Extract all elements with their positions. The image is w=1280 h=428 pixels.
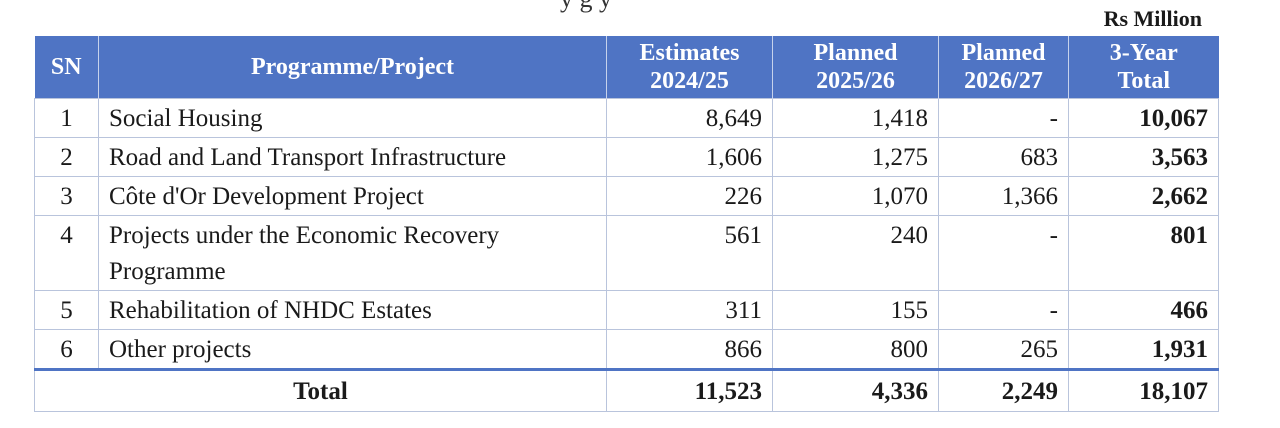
row-planned-2025-26: 1,418 bbox=[772, 98, 939, 138]
row-sn: 4 bbox=[34, 215, 99, 291]
units-label: Rs Million bbox=[1103, 6, 1202, 31]
row-planned-2025-26: 1,070 bbox=[772, 176, 939, 216]
row-sn: 6 bbox=[34, 329, 99, 370]
header-estimates-2024-25: Estimates 2024/25 bbox=[606, 36, 773, 99]
table-row: 2 Road and Land Transport Infrastructure… bbox=[34, 137, 1219, 177]
row-3-year-total: 2,662 bbox=[1068, 176, 1219, 216]
header-3-year-total: 3-Year Total bbox=[1068, 36, 1219, 99]
row-planned-2026-27: 683 bbox=[938, 137, 1069, 177]
total-planned-2026-27: 2,249 bbox=[938, 368, 1069, 412]
table-row: 6 Other projects 866 800 265 1,931 bbox=[34, 329, 1219, 370]
row-planned-2026-27: 1,366 bbox=[938, 176, 1069, 216]
total-planned-2025-26: 4,336 bbox=[772, 368, 939, 412]
row-programme: Projects under the Economic Recovery Pro… bbox=[98, 215, 607, 291]
row-3-year-total: 3,563 bbox=[1068, 137, 1219, 177]
row-planned-2025-26: 1,275 bbox=[772, 137, 939, 177]
row-planned-2026-27: - bbox=[938, 98, 1069, 138]
header-planned2-line1: Planned bbox=[961, 40, 1046, 66]
row-planned-2025-26: 800 bbox=[772, 329, 939, 370]
row-programme: Road and Land Transport Infrastructure bbox=[98, 137, 607, 177]
header-total-line1: 3-Year bbox=[1109, 40, 1178, 66]
row-estimates-2024-25: 8,649 bbox=[606, 98, 773, 138]
row-planned-2026-27: - bbox=[938, 215, 1069, 291]
row-sn: 2 bbox=[34, 137, 99, 177]
row-programme: Social Housing bbox=[98, 98, 607, 138]
row-planned-2025-26: 155 bbox=[772, 290, 939, 330]
row-planned-2026-27: 265 bbox=[938, 329, 1069, 370]
total-estimates-2024-25: 11,523 bbox=[606, 368, 773, 412]
header-planned-2026-27: Planned 2026/27 bbox=[938, 36, 1069, 99]
table-row: 5 Rehabilitation of NHDC Estates 311 155… bbox=[34, 290, 1219, 330]
row-3-year-total: 1,931 bbox=[1068, 329, 1219, 370]
budget-table: SN Programme/Project Estimates 2024/25 P… bbox=[34, 36, 1219, 412]
header-planned2-line2: 2026/27 bbox=[964, 68, 1043, 94]
row-programme: Rehabilitation of NHDC Estates bbox=[98, 290, 607, 330]
table-row: 4 Projects under the Economic Recovery P… bbox=[34, 215, 1219, 291]
row-planned-2025-26: 240 bbox=[772, 215, 939, 291]
table-row: 1 Social Housing 8,649 1,418 - 10,067 bbox=[34, 98, 1219, 138]
header-programme: Programme/Project bbox=[98, 36, 607, 99]
row-planned-2026-27: - bbox=[938, 290, 1069, 330]
table-row: 3 Côte d'Or Development Project 226 1,07… bbox=[34, 176, 1219, 216]
row-estimates-2024-25: 1,606 bbox=[606, 137, 773, 177]
header-planned1-line2: 2025/26 bbox=[816, 68, 895, 94]
total-row: Total 11,523 4,336 2,249 18,107 bbox=[34, 368, 1219, 412]
row-sn: 3 bbox=[34, 176, 99, 216]
row-estimates-2024-25: 561 bbox=[606, 215, 773, 291]
header-row: SN Programme/Project Estimates 2024/25 P… bbox=[34, 36, 1219, 99]
cut-off-title: y g y bbox=[560, 0, 612, 12]
row-3-year-total: 801 bbox=[1068, 215, 1219, 291]
row-sn: 1 bbox=[34, 98, 99, 138]
total-3-year-total: 18,107 bbox=[1068, 368, 1219, 412]
header-estimates-line2: 2024/25 bbox=[650, 68, 729, 94]
header-total-line2: Total bbox=[1117, 68, 1170, 94]
total-label: Total bbox=[34, 368, 607, 412]
row-programme: Côte d'Or Development Project bbox=[98, 176, 607, 216]
header-estimates-line1: Estimates bbox=[639, 40, 740, 66]
row-programme: Other projects bbox=[98, 329, 607, 370]
row-3-year-total: 10,067 bbox=[1068, 98, 1219, 138]
row-estimates-2024-25: 311 bbox=[606, 290, 773, 330]
row-estimates-2024-25: 226 bbox=[606, 176, 773, 216]
header-sn: SN bbox=[34, 36, 99, 99]
row-sn: 5 bbox=[34, 290, 99, 330]
row-3-year-total: 466 bbox=[1068, 290, 1219, 330]
header-planned1-line1: Planned bbox=[813, 40, 898, 66]
row-estimates-2024-25: 866 bbox=[606, 329, 773, 370]
header-planned-2025-26: Planned 2025/26 bbox=[772, 36, 939, 99]
